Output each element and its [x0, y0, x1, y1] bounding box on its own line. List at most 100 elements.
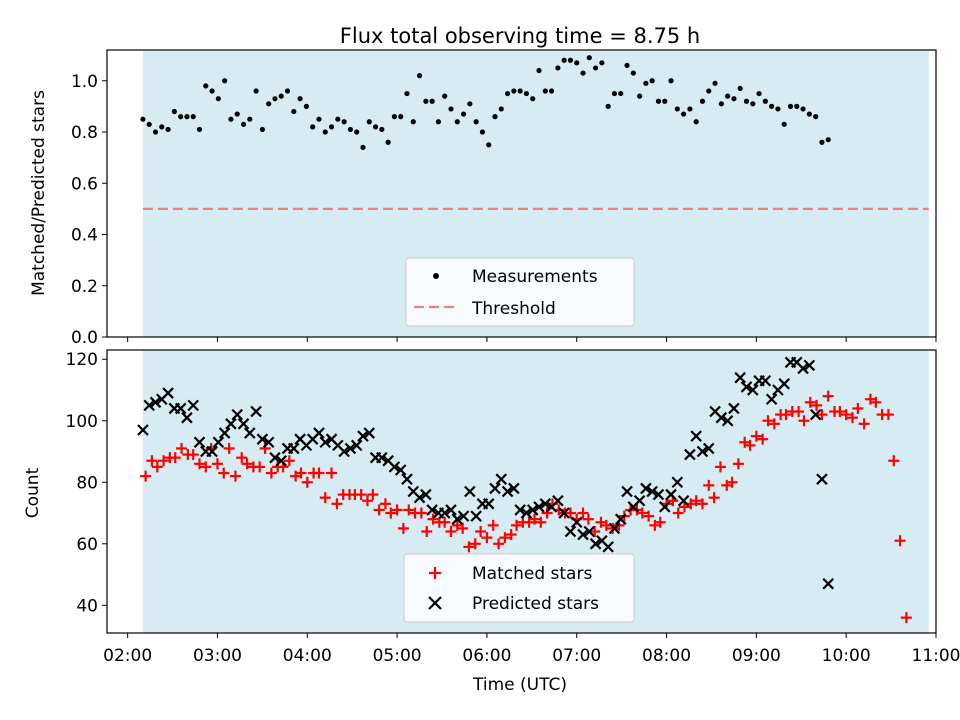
matched-point	[379, 498, 391, 510]
legend-predicted: Predicted stars	[472, 594, 599, 614]
predicted-point	[137, 424, 149, 436]
measurement-point	[460, 111, 467, 117]
predicted-point	[816, 473, 828, 485]
measurement-point	[611, 90, 618, 97]
predicted-point	[696, 445, 709, 458]
matched-point	[499, 532, 511, 544]
matched-point	[194, 458, 206, 470]
predicted-point	[809, 408, 822, 421]
measurement-point	[762, 98, 768, 104]
measurement-point	[328, 124, 335, 130]
predicted-point	[319, 436, 332, 449]
matched-point	[301, 476, 313, 488]
count-y-tick-label: 40	[76, 596, 98, 616]
measurement-point	[291, 108, 297, 115]
x-tick-label: 10:00	[822, 646, 871, 666]
predicted-point	[797, 362, 809, 375]
matched-point	[762, 415, 774, 427]
x-tick-label: 05:00	[373, 646, 422, 666]
measurement-point	[681, 111, 687, 117]
matched-point	[744, 439, 756, 451]
predicted-point	[759, 374, 772, 387]
measurement-point	[416, 73, 423, 79]
matched-point	[487, 519, 499, 531]
x-axis-label: Time (UTC)	[472, 675, 567, 695]
matched-point	[804, 396, 816, 408]
predicted-point	[715, 411, 728, 424]
matched-point	[391, 504, 403, 516]
measurement-point	[303, 103, 309, 109]
predicted-point	[256, 433, 269, 445]
matched-point	[714, 461, 726, 473]
matched-point	[852, 402, 864, 414]
predicted-point	[457, 510, 470, 522]
measurement-point	[542, 88, 548, 94]
measurement-point	[486, 142, 492, 148]
measurement-point	[800, 106, 806, 112]
matched-point	[397, 522, 409, 534]
measurement-point	[674, 106, 680, 112]
predicted-point	[376, 451, 388, 464]
matched-point	[654, 516, 666, 528]
measurement-point	[567, 57, 574, 63]
matched-point	[793, 406, 805, 418]
predicted-point	[583, 525, 596, 538]
measurement-point	[385, 139, 391, 145]
matched-point	[385, 507, 397, 519]
measurement-point	[259, 126, 265, 133]
measurement-point	[284, 88, 291, 94]
matched-point	[481, 532, 493, 544]
predicted-point	[533, 501, 545, 513]
measurement-point	[492, 114, 498, 120]
measurement-point	[253, 88, 259, 94]
matched-point	[223, 442, 235, 454]
matched-point	[888, 455, 900, 467]
legend-measurement-marker	[433, 273, 439, 279]
measurement-point	[297, 96, 303, 102]
ratio-axes-frame	[106, 49, 937, 338]
predicted-point	[734, 371, 746, 384]
predicted-point	[275, 454, 288, 467]
measurement-point	[272, 96, 278, 102]
measurement-point	[398, 114, 404, 120]
predicted-point	[187, 399, 200, 412]
ratio-y-label: Matched/Predicted stars	[29, 90, 49, 296]
count-x-axis: 02:00 03:00 04:00 05:00 06:00 07:00 08:00 09:00…	[103, 633, 960, 666]
predicted-point	[702, 442, 715, 455]
measurement-point	[196, 126, 203, 133]
predicted-point	[514, 504, 526, 516]
predicted-point	[778, 378, 790, 390]
measurement-point	[806, 111, 812, 117]
predicted-point	[401, 473, 413, 485]
ratio-y-tick-label: 1.0	[71, 72, 98, 92]
measurement-points	[140, 55, 831, 150]
count-legend: Matched stars Predicted stars	[403, 553, 635, 623]
measurement-point	[775, 106, 781, 112]
predicted-point	[237, 418, 250, 430]
matched-point	[373, 504, 385, 516]
measurement-point	[618, 90, 624, 97]
count-panel: 40 60 80 100 120 02:00 03:00 04:00 05:00 06:00 07…	[23, 349, 960, 695]
measurement-point	[322, 129, 328, 135]
predicted-point	[822, 578, 834, 590]
measurement-point	[316, 116, 322, 122]
measurement-point	[706, 88, 712, 94]
measurement-point	[247, 116, 253, 122]
measurement-point	[234, 111, 240, 117]
measurement-point	[725, 93, 731, 99]
predicted-point	[420, 488, 432, 501]
x-tick-label: 06:00	[462, 646, 511, 666]
predicted-point	[671, 476, 684, 489]
matched-point	[900, 612, 912, 624]
matched-point	[703, 479, 715, 491]
measurement-point	[215, 96, 221, 102]
predicted-point	[614, 513, 627, 525]
matched-point	[475, 525, 487, 537]
matched-point	[577, 507, 589, 519]
x-tick-label: 08:00	[642, 646, 691, 666]
ratio-x-ticks	[127, 337, 937, 342]
measurement-point	[712, 80, 718, 86]
measurement-point	[630, 70, 636, 76]
predicted-point	[363, 427, 376, 439]
matched-point	[236, 452, 248, 464]
